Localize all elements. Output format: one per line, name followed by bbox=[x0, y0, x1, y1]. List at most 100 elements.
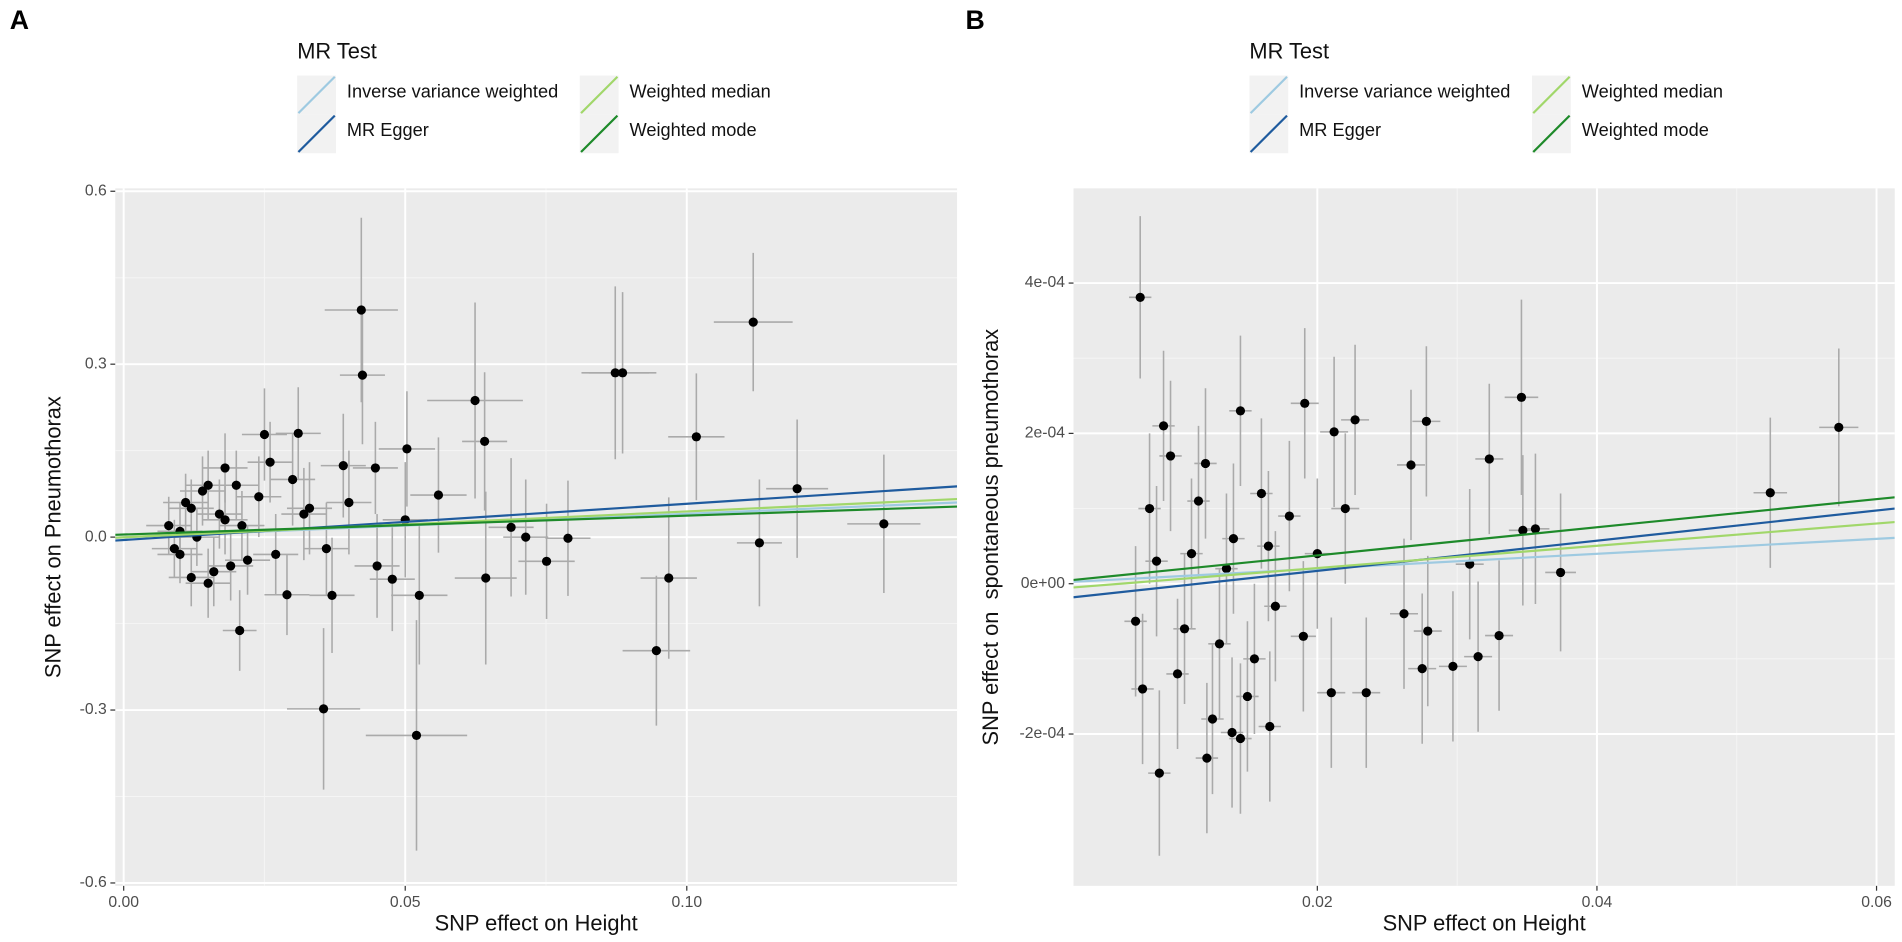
point bbox=[754, 538, 765, 548]
point bbox=[175, 549, 185, 560]
point bbox=[299, 509, 309, 519]
point bbox=[792, 484, 802, 494]
point bbox=[197, 486, 208, 496]
y-tick-label: 0.0 bbox=[85, 528, 107, 545]
point bbox=[1406, 460, 1416, 470]
point bbox=[259, 429, 270, 440]
point bbox=[1235, 406, 1246, 416]
point bbox=[433, 490, 444, 500]
legend-key-line bbox=[1532, 75, 1571, 114]
point bbox=[1242, 691, 1253, 702]
point bbox=[541, 556, 552, 566]
point bbox=[1228, 534, 1239, 544]
point bbox=[748, 317, 758, 327]
point bbox=[1202, 753, 1212, 763]
legend-label: Inverse variance weighted bbox=[1299, 81, 1510, 101]
point bbox=[1421, 416, 1431, 426]
point bbox=[1235, 733, 1246, 744]
point bbox=[214, 509, 225, 519]
point bbox=[1144, 503, 1155, 514]
x-tick-label: 0.04 bbox=[1582, 894, 1613, 911]
legend-title: MR Test bbox=[297, 38, 377, 63]
point bbox=[169, 544, 179, 554]
point bbox=[242, 555, 253, 565]
x-tick-label: 0.00 bbox=[108, 894, 139, 911]
point bbox=[282, 590, 292, 600]
panel-label: A bbox=[10, 5, 29, 35]
point bbox=[318, 704, 329, 714]
plot-background bbox=[1073, 188, 1895, 886]
regression-line bbox=[115, 505, 958, 536]
point bbox=[186, 503, 196, 513]
point bbox=[414, 590, 424, 600]
point bbox=[563, 533, 573, 543]
point bbox=[203, 480, 213, 490]
point bbox=[1158, 421, 1169, 431]
point bbox=[304, 503, 315, 513]
legend-key-line bbox=[1532, 114, 1571, 153]
point bbox=[521, 532, 531, 542]
legend-label: MR Egger bbox=[347, 120, 429, 140]
point bbox=[1221, 564, 1232, 574]
point bbox=[1518, 525, 1528, 535]
point bbox=[1265, 721, 1275, 732]
point bbox=[338, 461, 348, 471]
point bbox=[344, 497, 354, 508]
point bbox=[357, 370, 368, 380]
y-axis-title: SNP effect on Pneumothorax bbox=[40, 396, 65, 678]
y-tick-label: 2e-04 bbox=[1025, 425, 1066, 442]
y-tick-label: 0e+00 bbox=[1021, 575, 1065, 592]
point bbox=[203, 578, 213, 588]
point bbox=[1172, 669, 1183, 679]
regression-line bbox=[1073, 507, 1895, 599]
legend-label: Weighted mode bbox=[1582, 120, 1709, 140]
point bbox=[1165, 451, 1176, 461]
point bbox=[506, 522, 516, 532]
point bbox=[1417, 664, 1427, 674]
panel-label: B bbox=[966, 5, 985, 35]
point bbox=[231, 480, 241, 490]
point bbox=[1423, 626, 1433, 636]
point bbox=[1263, 541, 1274, 551]
point bbox=[1135, 292, 1145, 302]
regression-line bbox=[1073, 536, 1895, 583]
point bbox=[370, 463, 380, 473]
point bbox=[411, 730, 422, 741]
point bbox=[1399, 609, 1409, 619]
point bbox=[1284, 511, 1294, 521]
point bbox=[356, 305, 366, 315]
x-axis-title: SNP effect on Height bbox=[1383, 910, 1586, 935]
point bbox=[226, 561, 236, 571]
point bbox=[1329, 427, 1339, 437]
point bbox=[664, 573, 674, 583]
x-tick-label: 0.06 bbox=[1861, 894, 1892, 911]
point bbox=[220, 515, 230, 525]
point bbox=[1555, 567, 1566, 578]
point bbox=[164, 520, 174, 531]
point bbox=[1151, 556, 1162, 566]
legend-key-line bbox=[580, 114, 619, 153]
point bbox=[1494, 630, 1504, 641]
point bbox=[480, 436, 490, 447]
point bbox=[1270, 601, 1281, 611]
regression-line bbox=[1073, 520, 1895, 589]
point bbox=[651, 646, 661, 656]
legend-label: Weighted median bbox=[630, 81, 771, 101]
points bbox=[115, 217, 958, 851]
point bbox=[1179, 624, 1190, 634]
point bbox=[220, 463, 230, 473]
point bbox=[1326, 688, 1336, 698]
point bbox=[691, 432, 701, 442]
point bbox=[1130, 616, 1141, 626]
x-tick-label: 0.02 bbox=[1302, 894, 1333, 911]
y-tick-label: 0.3 bbox=[85, 355, 107, 372]
legend-key-line bbox=[1249, 75, 1288, 114]
y-tick-label: -2e-04 bbox=[1019, 725, 1065, 742]
point bbox=[1448, 661, 1458, 671]
x-tick-label: 0.10 bbox=[671, 894, 702, 911]
x-tick-label: 0.05 bbox=[390, 894, 421, 911]
x-axis-title: SNP effect on Height bbox=[435, 910, 638, 935]
point bbox=[1312, 549, 1322, 559]
y-tick-label: 4e-04 bbox=[1025, 274, 1066, 291]
